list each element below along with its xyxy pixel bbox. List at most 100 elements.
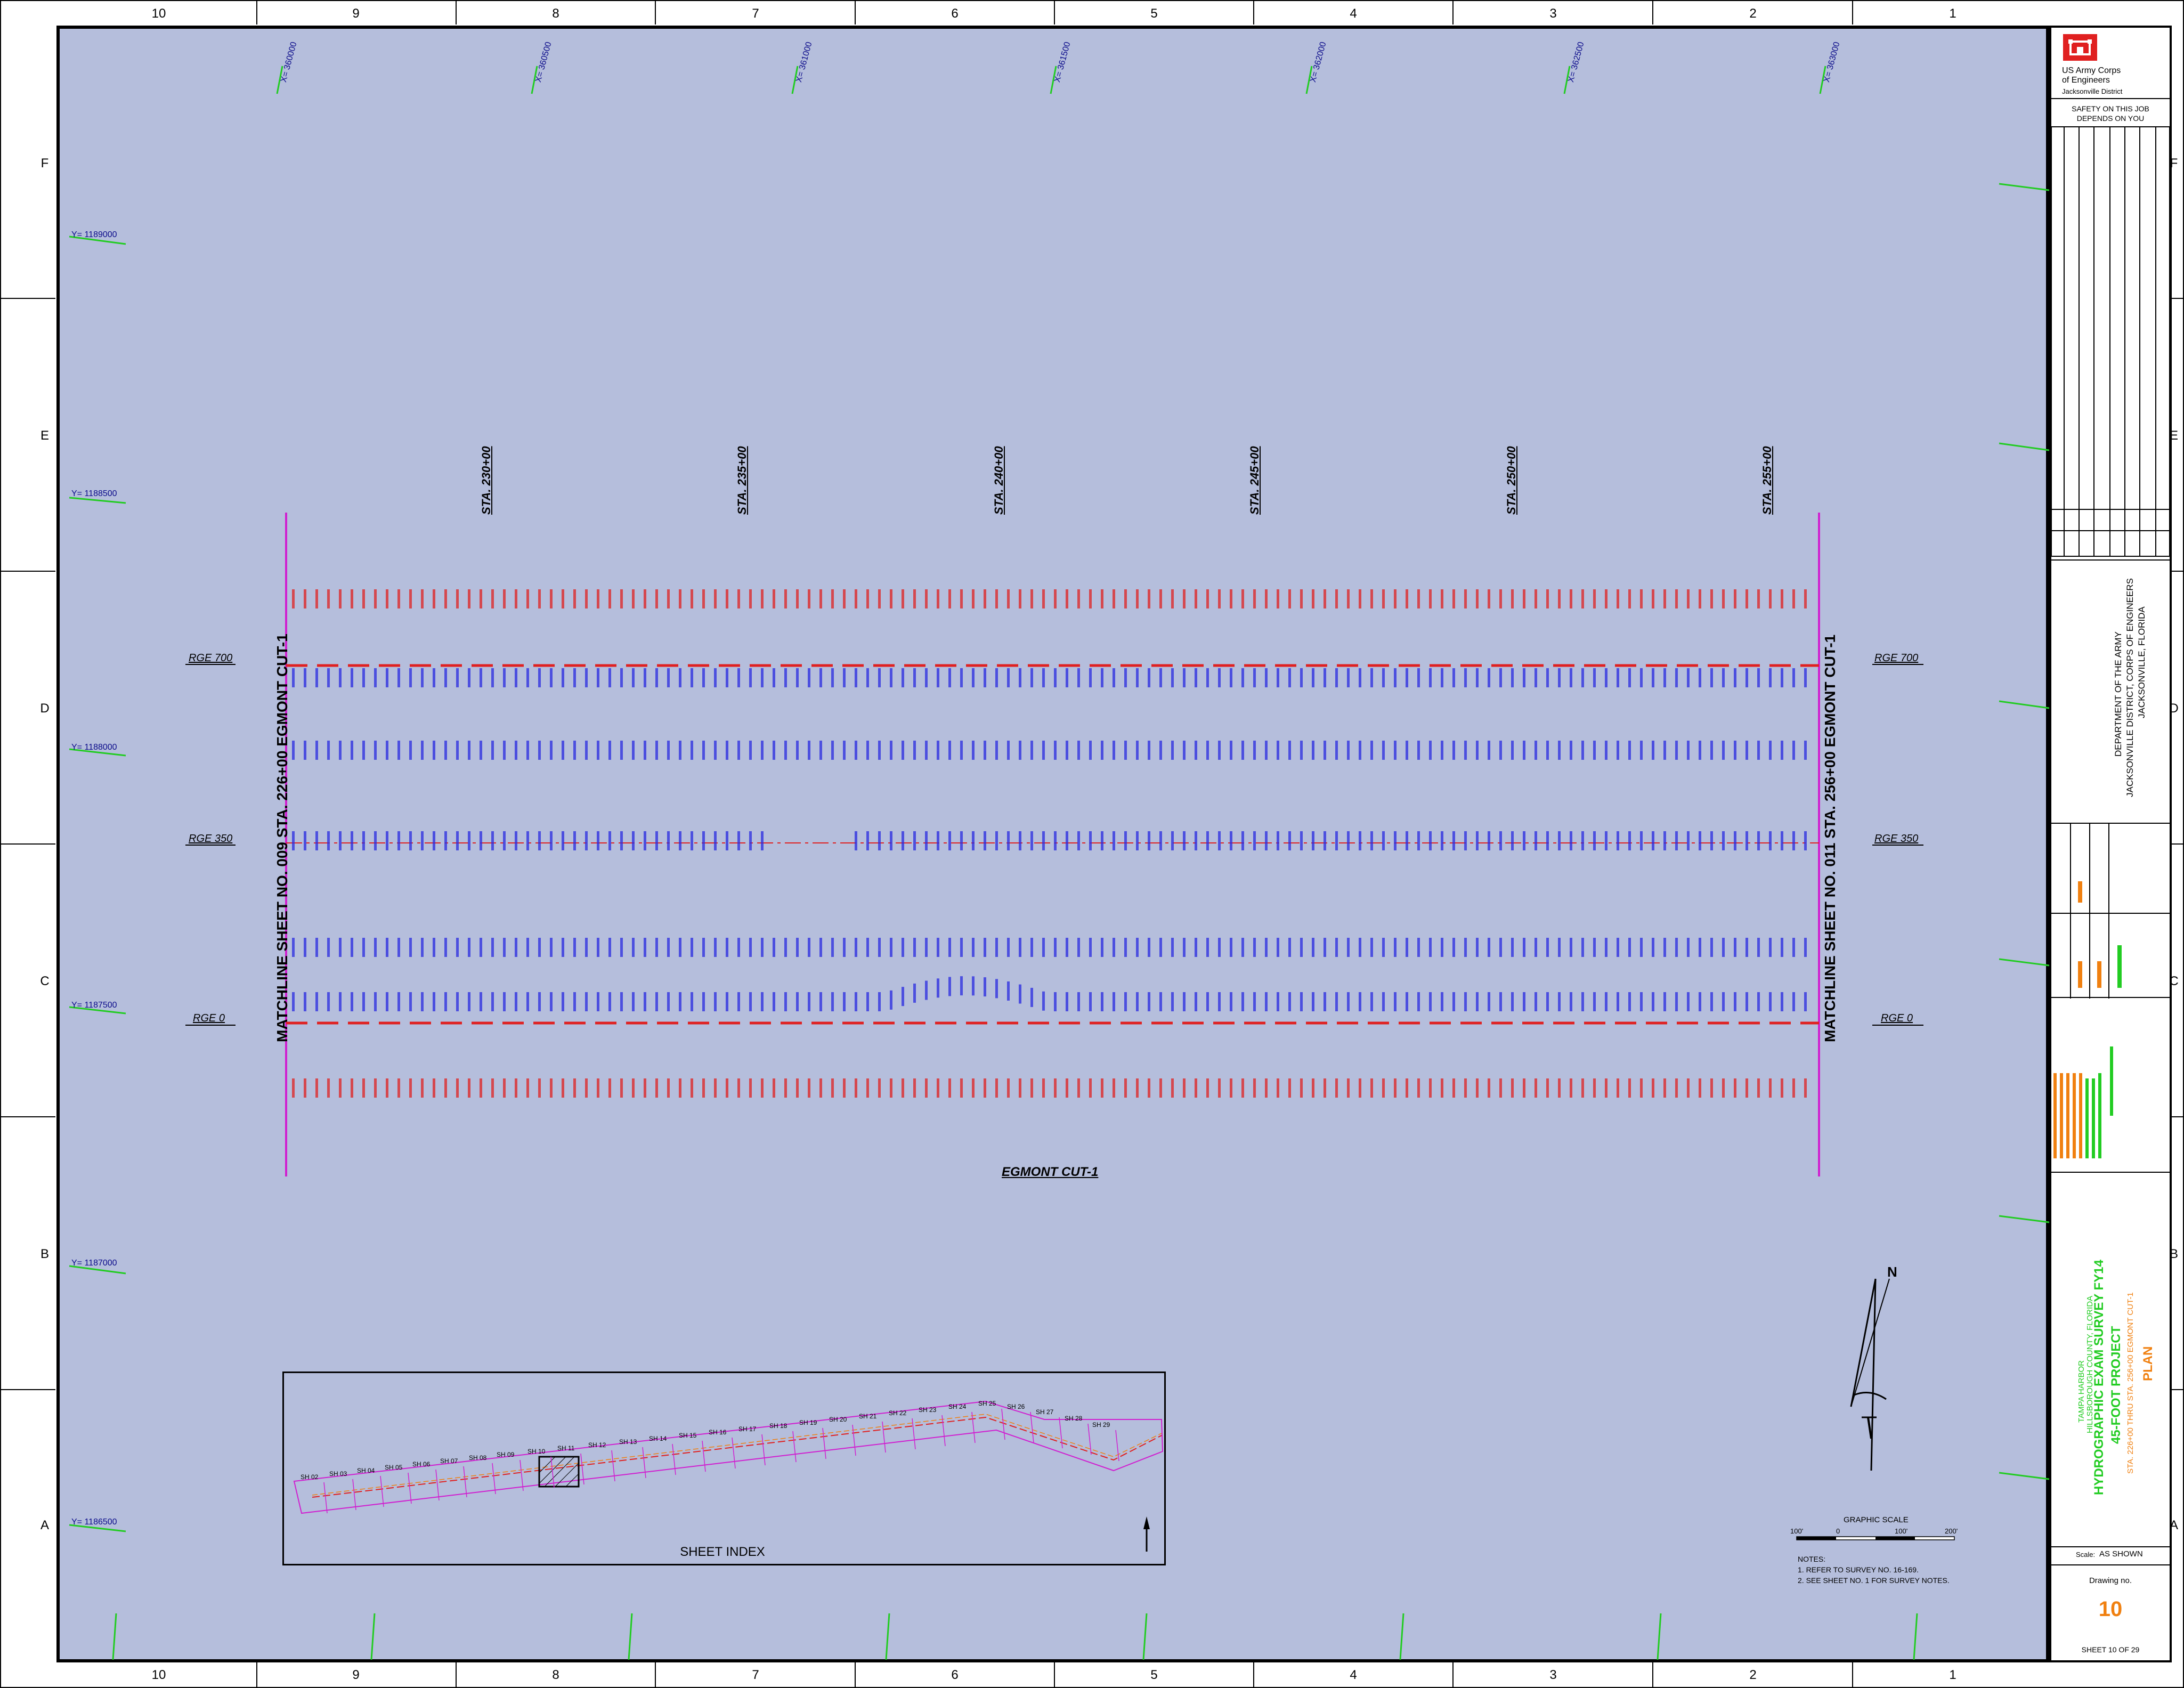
depth-sounding-mark <box>1441 741 1443 760</box>
sheet-index-label: SH 20 <box>829 1416 847 1423</box>
depth-sounding-mark <box>1441 668 1443 687</box>
depth-sounding-mark <box>960 589 963 608</box>
depth-sounding-mark <box>1804 1078 1807 1098</box>
depth-sounding-mark <box>550 938 553 957</box>
depth-sounding-mark <box>409 741 412 760</box>
depth-sounding-mark <box>984 668 986 687</box>
grid-number: 7 <box>752 6 759 21</box>
depth-sounding-mark <box>773 741 775 760</box>
depth-sounding-mark <box>526 992 529 1011</box>
depth-sounding-mark <box>773 992 775 1011</box>
depth-sounding-mark <box>1710 589 1713 608</box>
depth-sounding-mark <box>1066 992 1068 1011</box>
depth-sounding-mark <box>1370 938 1373 957</box>
depth-sounding-mark <box>737 668 740 687</box>
depth-sounding-mark <box>585 668 588 687</box>
depth-sounding-mark <box>456 938 459 957</box>
depth-sounding-mark <box>433 831 435 850</box>
depth-sounding-mark <box>890 741 892 760</box>
depth-sounding-mark <box>351 992 353 1011</box>
depth-sounding-mark <box>913 938 916 957</box>
depth-sounding-mark <box>644 589 646 608</box>
depth-sounding-mark <box>503 831 506 850</box>
depth-sounding-mark <box>620 668 623 687</box>
sheet-index-boundary <box>792 1431 797 1463</box>
depth-sounding-mark <box>1077 668 1080 687</box>
sheet-type: PLAN <box>2141 1346 2155 1381</box>
depth-sounding-mark <box>503 992 506 1011</box>
depth-sounding-mark <box>1675 1078 1678 1098</box>
depth-sounding-mark <box>1663 938 1666 957</box>
depth-sounding-mark <box>819 938 822 957</box>
depth-sounding-mark <box>1066 668 1068 687</box>
depth-sounding-mark <box>831 1078 834 1098</box>
depth-sounding-mark <box>1230 589 1232 608</box>
department-line: DEPARTMENT OF THE ARMY <box>2113 631 2123 757</box>
depth-sounding-mark <box>538 831 541 850</box>
depth-sounding-mark <box>819 1078 822 1098</box>
depth-sounding-mark <box>1324 938 1326 957</box>
depth-sounding-mark <box>1113 831 1115 850</box>
depth-sounding-mark <box>1101 589 1103 608</box>
depth-sounding-mark <box>1663 831 1666 850</box>
depth-sounding-mark <box>1206 938 1209 957</box>
depth-sounding-mark <box>1077 938 1080 957</box>
depth-sounding-mark <box>327 741 330 760</box>
north-label: N <box>1887 1264 1897 1280</box>
depth-sounding-mark <box>585 992 588 1011</box>
depth-sounding-mark <box>480 589 482 608</box>
depth-sounding-mark <box>409 1078 412 1098</box>
depth-sounding-mark <box>948 668 951 687</box>
depth-sounding-mark <box>937 1078 939 1098</box>
depth-sounding-mark <box>1230 938 1232 957</box>
depth-sounding-mark <box>1640 741 1643 760</box>
depth-sounding-mark <box>1429 589 1432 608</box>
depth-sounding-mark <box>866 668 869 687</box>
depth-sounding-mark <box>1335 992 1338 1011</box>
depth-sounding-mark <box>784 992 787 1011</box>
depth-sounding-mark <box>538 589 541 608</box>
depth-sounding-mark <box>608 741 611 760</box>
grid-letter: C <box>40 974 50 988</box>
depth-sounding-mark <box>1019 668 1021 687</box>
depth-sounding-mark <box>503 938 506 957</box>
depth-sounding-mark <box>620 831 623 850</box>
depth-sounding-mark <box>538 741 541 760</box>
depth-sounding-mark <box>1113 741 1115 760</box>
depth-sounding-mark <box>1347 938 1350 957</box>
depth-sounding-mark <box>1124 1078 1127 1098</box>
depth-sounding-mark <box>644 741 646 760</box>
designer-table <box>2051 823 2170 999</box>
depth-sounding-mark <box>1499 668 1502 687</box>
depth-sounding-mark <box>327 589 330 608</box>
depth-sounding-mark <box>421 1078 424 1098</box>
depth-sounding-mark <box>1265 831 1268 850</box>
depth-sounding-mark <box>808 1078 810 1098</box>
depth-sounding-mark <box>1523 938 1525 957</box>
depth-sounding-mark <box>503 589 506 608</box>
depth-sounding-mark <box>1452 831 1455 850</box>
sheet-index-boundary <box>550 1456 555 1488</box>
depth-sounding-mark <box>1335 1078 1338 1098</box>
depth-sounding-mark <box>855 938 857 957</box>
depth-sounding-mark <box>1042 938 1045 957</box>
grid-number: 8 <box>552 1668 559 1682</box>
depth-sounding-mark <box>1675 992 1678 1011</box>
depth-sounding-mark <box>433 741 435 760</box>
depth-sounding-mark <box>1441 589 1443 608</box>
depth-sounding-mark <box>960 1078 963 1098</box>
depth-sounding-mark <box>339 668 342 687</box>
depth-sounding-mark <box>1769 831 1772 850</box>
depth-sounding-mark <box>1745 1078 1748 1098</box>
tb-divider <box>2051 1546 2170 1547</box>
depth-sounding-mark <box>878 831 881 850</box>
depth-sounding-mark <box>913 983 916 1003</box>
sheet-index-boundary <box>852 1424 856 1456</box>
depth-sounding-mark <box>456 1078 459 1098</box>
depth-sounding-mark <box>515 938 517 957</box>
depth-sounding-mark <box>386 831 388 850</box>
depth-sounding-mark <box>655 668 658 687</box>
depth-sounding-mark <box>878 668 881 687</box>
depth-sounding-mark <box>1183 668 1186 687</box>
depth-sounding-mark <box>925 1078 928 1098</box>
